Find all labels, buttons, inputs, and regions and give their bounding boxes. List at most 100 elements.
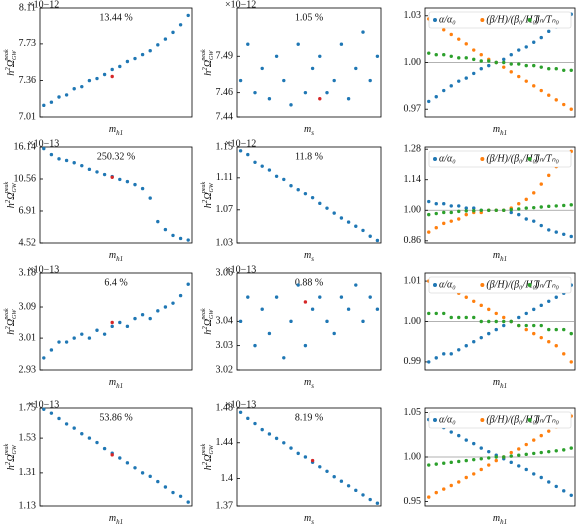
data-point — [532, 63, 536, 68]
data-point — [517, 48, 521, 52]
data-point — [479, 303, 483, 308]
y-label-sub: GW — [209, 182, 215, 192]
data-point — [562, 327, 566, 332]
data-point — [434, 95, 438, 99]
data-point — [57, 157, 61, 161]
y-tick-label: 2.93 — [19, 364, 37, 375]
offset-text: ×10−13 — [225, 399, 256, 410]
data-point — [547, 173, 551, 178]
data-point — [310, 458, 315, 463]
data-point — [547, 429, 551, 433]
data-point — [110, 324, 114, 329]
data-point — [434, 462, 438, 466]
data-point — [238, 78, 243, 83]
data-point — [325, 319, 329, 324]
y-tick-label: 1.4 — [221, 473, 234, 484]
x-label-main: m — [493, 250, 500, 261]
data-point — [125, 59, 130, 64]
x-label-sub: s — [311, 255, 314, 263]
data-point — [539, 182, 543, 186]
x-axis-label: mh1 — [109, 377, 123, 389]
y-tick-label: 0.97 — [404, 104, 422, 115]
data-point — [246, 152, 250, 157]
data-point — [442, 487, 446, 491]
data-point — [457, 459, 461, 464]
data-point — [156, 43, 160, 47]
y-label-sup: 2 — [4, 199, 12, 203]
data-point — [539, 65, 543, 69]
data-point — [517, 202, 521, 206]
data-point — [267, 97, 272, 101]
data-point — [156, 479, 160, 484]
y-axis-label: h2ΩGWpeak — [201, 443, 216, 470]
x-label-main: m — [493, 513, 500, 524]
data-point — [509, 70, 513, 74]
data-point — [133, 56, 137, 61]
data-point — [457, 37, 461, 41]
data-point — [464, 475, 468, 480]
x-axis-label: mh1 — [493, 124, 507, 136]
data-point — [186, 282, 190, 286]
data-point — [346, 220, 351, 224]
legend-label: (β/H)/(β₀/H₀) — [486, 14, 540, 25]
y-tick-label: 7.73 — [19, 38, 37, 49]
data-point — [524, 217, 528, 221]
data-point — [325, 469, 329, 473]
data-point — [80, 332, 84, 336]
offset-text: ×10−12 — [225, 138, 256, 149]
data-point — [532, 40, 536, 44]
x-label-sub: s — [311, 382, 314, 390]
data-point — [42, 356, 46, 360]
y-label-h: h — [203, 330, 214, 335]
data-point — [253, 160, 257, 164]
y-tick-label: 7.49 — [216, 51, 234, 62]
data-point — [102, 172, 107, 177]
x-axis-label: ms — [304, 377, 314, 389]
data-point — [318, 97, 322, 101]
data-point — [472, 340, 476, 344]
data-point — [427, 311, 431, 316]
data-point — [303, 191, 308, 196]
x-label-main: m — [493, 124, 500, 135]
data-point — [246, 295, 250, 299]
data-point — [539, 303, 543, 308]
data-point — [434, 490, 438, 495]
x-axis-label: ms — [304, 513, 314, 525]
data-point — [102, 332, 107, 336]
data-point — [110, 320, 114, 325]
x-axis-label: mh1 — [109, 513, 123, 525]
data-point — [472, 299, 476, 303]
data-point — [449, 210, 453, 215]
data-point — [457, 56, 461, 60]
annotation: 8.19 % — [295, 412, 323, 423]
data-point — [554, 204, 558, 208]
data-point — [547, 204, 551, 209]
data-point — [464, 295, 468, 299]
y-tick-label: 1.00 — [404, 451, 422, 462]
data-point — [457, 79, 461, 83]
y-label-h: h — [6, 330, 17, 335]
data-point — [140, 313, 145, 317]
data-point — [569, 68, 573, 72]
data-point — [434, 311, 438, 316]
y-tick-label: 4.52 — [19, 237, 37, 248]
data-point — [509, 62, 513, 66]
data-point — [554, 449, 558, 453]
data-point — [110, 175, 114, 180]
data-point — [361, 30, 365, 34]
y-tick-label: 1.75 — [19, 402, 37, 413]
y-tick-label: 1.44 — [216, 437, 234, 448]
data-point — [479, 53, 483, 57]
data-point — [464, 42, 468, 46]
data-point — [464, 458, 468, 463]
data-point — [361, 493, 365, 497]
x-axis-label: mh1 — [493, 250, 507, 262]
y-label-h: h — [203, 203, 214, 208]
data-point — [532, 472, 536, 476]
data-point — [464, 438, 468, 442]
data-point — [125, 324, 130, 329]
y-label-omega: Ω — [203, 319, 214, 326]
y-tick-label: 3.06 — [216, 267, 234, 278]
data-point — [554, 327, 558, 332]
y-label-sup: 2 — [201, 461, 209, 465]
